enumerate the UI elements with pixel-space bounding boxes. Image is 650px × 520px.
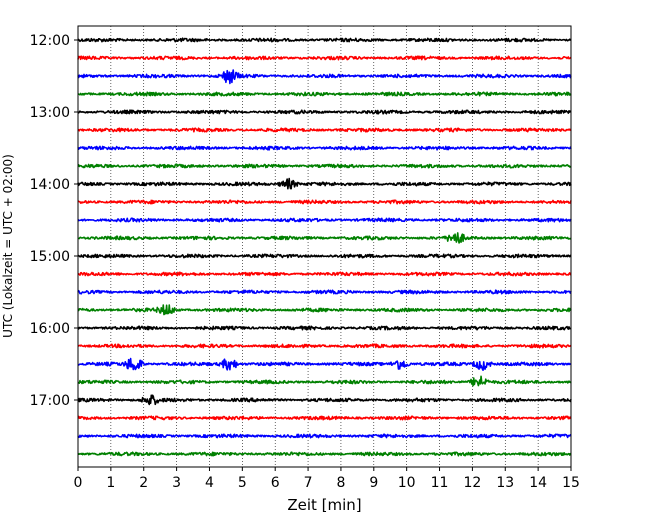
seismogram-trace bbox=[77, 451, 572, 457]
x-axis: 0 1 2 3 4 5 6 7 8 9 10 11 12 13 14 15 bbox=[74, 467, 580, 491]
x-tick-label: 4 bbox=[205, 475, 214, 491]
seismogram-trace bbox=[77, 325, 572, 331]
seismogram-trace bbox=[77, 109, 572, 115]
seismogram-trace bbox=[77, 55, 572, 61]
x-axis-title: Zeit [min] bbox=[287, 496, 361, 514]
y-tick-label: 17:00 bbox=[30, 393, 70, 409]
x-tick-label: 13 bbox=[496, 475, 514, 491]
x-tick-label: 12 bbox=[463, 475, 481, 491]
x-tick-label: 15 bbox=[562, 475, 580, 491]
y-axis-title: UTC (Lokalzeit = UTC + 02:00) bbox=[1, 154, 15, 338]
seismogram-trace bbox=[77, 271, 572, 277]
y-tick-label: 14:00 bbox=[30, 177, 70, 193]
x-tick-label: 14 bbox=[529, 475, 547, 491]
seismogram-trace bbox=[77, 394, 572, 406]
seismogram-trace bbox=[77, 357, 572, 371]
seismogram-trace bbox=[77, 232, 572, 244]
plot-frame bbox=[77, 25, 572, 468]
seismogram-trace bbox=[77, 163, 572, 169]
seismogram-trace bbox=[77, 304, 572, 316]
x-tick-label: 0 bbox=[74, 475, 83, 491]
x-tick-label: 6 bbox=[271, 475, 280, 491]
x-tick-label: 1 bbox=[106, 475, 115, 491]
x-tick-label: 9 bbox=[369, 475, 378, 491]
seismogram-trace bbox=[77, 375, 572, 387]
y-axis: 12:00 13:00 14:00 15:00 16:00 17:00 bbox=[30, 33, 78, 409]
x-tick-label: 3 bbox=[172, 475, 181, 491]
seismogram-trace bbox=[77, 289, 572, 295]
seismogram-trace bbox=[77, 91, 572, 97]
seismogram-trace bbox=[77, 37, 572, 43]
x-tick-label: 2 bbox=[139, 475, 148, 491]
seismogram-traces bbox=[77, 37, 572, 457]
x-tick-label: 5 bbox=[238, 475, 247, 491]
x-tick-label: 8 bbox=[336, 475, 345, 491]
x-tick-label: 7 bbox=[304, 475, 313, 491]
seismogram-trace bbox=[77, 177, 572, 190]
seismogram-trace bbox=[77, 415, 572, 421]
seismogram-trace bbox=[77, 127, 572, 133]
seismogram-trace bbox=[77, 253, 572, 259]
seismogram-trace bbox=[77, 217, 572, 223]
y-tick-label: 13:00 bbox=[30, 105, 70, 121]
seismogram-trace bbox=[77, 199, 572, 205]
seismogram-trace bbox=[77, 433, 572, 439]
x-tick-label: 10 bbox=[398, 475, 416, 491]
x-tick-label: 11 bbox=[431, 475, 449, 491]
y-tick-label: 15:00 bbox=[30, 249, 70, 265]
seismogram-trace bbox=[77, 343, 572, 349]
seismogram-trace bbox=[77, 145, 572, 151]
y-tick-label: 12:00 bbox=[30, 33, 70, 49]
y-tick-label: 16:00 bbox=[30, 321, 70, 337]
seismogram-trace bbox=[77, 69, 572, 85]
